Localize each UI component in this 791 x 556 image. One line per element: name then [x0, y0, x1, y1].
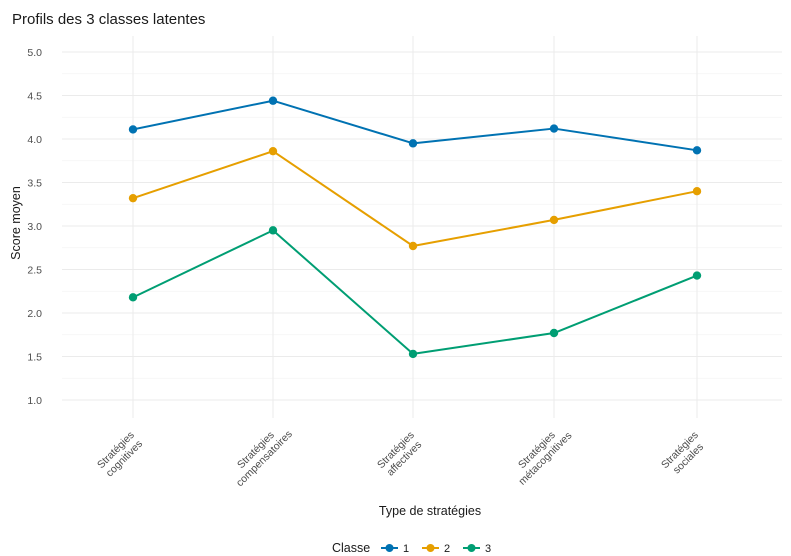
grid [62, 36, 782, 418]
data-point [128, 193, 138, 203]
legend-marker [467, 544, 476, 552]
x-tick-label: Stratégiescompensatoires [225, 420, 294, 489]
legend-marker [426, 544, 435, 552]
y-tick-label: 2.0 [27, 308, 42, 320]
x-tick-label: Stratégiesmétacognitives [508, 421, 575, 488]
data-point [692, 146, 702, 155]
data-point [268, 226, 278, 235]
y-tick-label: 1.0 [27, 395, 42, 407]
legend-item-2: 2 [422, 543, 450, 555]
y-axis-ticks: 1.0 1.5 2.0 2.5 3.0 3.5 4.0 4.5 5.0 [27, 47, 42, 407]
legend-label: 3 [485, 543, 491, 555]
data-point [692, 187, 702, 196]
data-point [549, 215, 559, 225]
data-point [268, 146, 278, 156]
data-point [408, 139, 418, 148]
y-axis-title: Score moyen [9, 186, 23, 260]
y-tick-label: 1.5 [27, 352, 42, 364]
series-line-2 [132, 150, 698, 248]
legend: Classe 1 2 3 [332, 541, 491, 555]
legend-item-1: 1 [381, 543, 409, 555]
series-1 [128, 96, 702, 155]
data-point [408, 241, 418, 251]
x-tick-label: Stratégiescognitives [95, 429, 145, 479]
y-tick-label: 4.0 [27, 134, 42, 146]
x-axis-title: Type de stratégies [379, 504, 481, 518]
legend-label: 1 [403, 543, 409, 555]
y-tick-label: 4.5 [27, 91, 42, 103]
chart-title: Profils des 3 classes latentes [12, 11, 205, 28]
x-tick-label: Stratégiessociales [659, 429, 709, 479]
data-point [268, 96, 278, 105]
y-tick-label: 5.0 [27, 47, 42, 59]
legend-marker [385, 544, 394, 552]
y-tick-label: 3.5 [27, 178, 42, 190]
legend-item-3: 3 [463, 543, 491, 555]
series-3 [128, 226, 702, 359]
y-tick-label: 2.5 [27, 265, 42, 277]
data-point [549, 328, 559, 338]
legend-title: Classe [332, 541, 370, 555]
data-point [408, 349, 418, 359]
data-point [692, 271, 702, 280]
x-tick-label: Stratégiesaffectives [375, 429, 425, 479]
series-2 [128, 146, 702, 251]
data-point [128, 125, 138, 134]
x-axis-ticks: Stratégiescognitives Stratégiescompensato… [95, 420, 709, 489]
series-layer [128, 96, 702, 359]
y-tick-label: 3.0 [27, 221, 42, 233]
data-point [128, 293, 138, 302]
data-point [549, 124, 559, 133]
legend-label: 2 [444, 543, 450, 555]
